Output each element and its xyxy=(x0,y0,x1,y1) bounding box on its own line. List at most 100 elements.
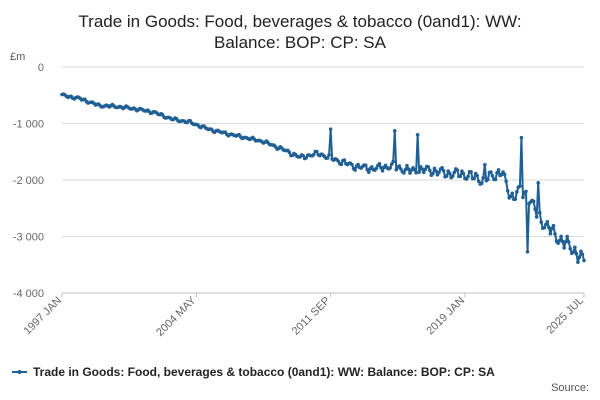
data-point xyxy=(513,197,518,201)
data-point xyxy=(493,177,498,182)
data-point xyxy=(328,127,333,131)
data-point xyxy=(452,170,457,175)
x-tick-label: 2019 JAN xyxy=(424,295,467,338)
data-point xyxy=(479,181,484,186)
data-point xyxy=(377,162,382,166)
y-tick-label: -1 000 xyxy=(13,119,44,131)
data-point xyxy=(455,168,460,172)
data-point xyxy=(574,251,579,256)
data-point xyxy=(356,162,360,167)
y-tick-label: 0 xyxy=(38,62,44,74)
data-point xyxy=(524,189,528,194)
data-point xyxy=(336,159,341,163)
data-point xyxy=(466,174,470,179)
data-point xyxy=(482,162,487,167)
data-point xyxy=(475,173,479,178)
x-tick-label: 1997 JAN xyxy=(21,295,64,338)
data-point xyxy=(568,246,573,251)
data-point xyxy=(545,220,550,224)
data-point xyxy=(534,215,539,219)
data-point xyxy=(447,171,452,176)
series-layer xyxy=(60,92,586,264)
data-point xyxy=(374,166,379,171)
data-point xyxy=(559,234,563,239)
data-point xyxy=(397,164,402,168)
data-point xyxy=(450,174,455,178)
data-point xyxy=(388,166,392,170)
data-point xyxy=(379,165,383,170)
y-axis-unit-label: £m xyxy=(10,51,25,63)
data-point xyxy=(339,162,344,167)
data-point xyxy=(577,255,582,260)
data-point xyxy=(542,225,547,230)
y-tick-label: -4 000 xyxy=(13,288,44,300)
data-point xyxy=(489,170,493,174)
data-point xyxy=(495,170,499,175)
data-point xyxy=(391,159,396,164)
data-point xyxy=(437,170,441,175)
data-point xyxy=(560,239,565,244)
data-point xyxy=(415,133,420,137)
data-point xyxy=(441,168,446,173)
x-tick-label: 2025 JUL xyxy=(544,295,586,337)
y-tick-label: -2 000 xyxy=(13,175,44,187)
data-point xyxy=(428,168,432,173)
data-point xyxy=(576,260,580,264)
data-point xyxy=(519,135,524,140)
data-point xyxy=(440,166,444,170)
data-point xyxy=(562,246,566,250)
data-point xyxy=(421,170,426,175)
data-point xyxy=(426,165,431,169)
data-point xyxy=(504,179,508,184)
data-point xyxy=(579,249,583,254)
data-point xyxy=(510,191,515,196)
data-point xyxy=(571,250,576,254)
legend-label: Trade in Goods: Food, beverages & tobacc… xyxy=(33,365,495,379)
data-point xyxy=(380,168,385,173)
data-point xyxy=(544,222,548,227)
data-point xyxy=(363,163,368,168)
data-point xyxy=(366,170,371,174)
data-point xyxy=(550,226,554,231)
legend: Trade in Goods: Food, beverages & tobacc… xyxy=(12,365,495,379)
data-point xyxy=(434,169,438,173)
data-point xyxy=(412,167,417,172)
data-point xyxy=(403,167,408,172)
data-point xyxy=(496,168,501,172)
data-point xyxy=(476,179,481,184)
data-point xyxy=(399,167,403,171)
data-point xyxy=(342,158,347,162)
data-point xyxy=(553,232,557,236)
data-point xyxy=(548,231,553,236)
y-tick-label: -3 000 xyxy=(13,232,44,244)
data-point xyxy=(431,171,435,176)
data-point xyxy=(566,240,571,244)
data-point xyxy=(414,170,418,175)
data-point xyxy=(287,150,292,155)
data-point xyxy=(551,223,556,228)
data-point xyxy=(518,184,522,189)
data-point xyxy=(486,177,490,182)
data-point xyxy=(565,234,570,239)
data-point xyxy=(370,165,374,169)
data-point xyxy=(508,194,513,199)
data-point xyxy=(556,241,560,246)
data-point xyxy=(490,173,495,178)
data-point xyxy=(406,167,411,171)
data-point xyxy=(531,199,536,204)
data-point xyxy=(469,170,473,174)
data-point xyxy=(536,181,541,185)
data-point xyxy=(458,174,463,179)
data-point xyxy=(557,238,562,243)
chart-title-line-2: Balance: BOP: CP: SA xyxy=(214,33,387,52)
data-point xyxy=(423,167,428,172)
data-point xyxy=(537,210,542,215)
data-point xyxy=(325,156,330,160)
legend-marker xyxy=(17,370,22,374)
data-point xyxy=(502,172,507,177)
data-point xyxy=(525,249,530,254)
data-point xyxy=(315,149,319,154)
source-label: Source: xyxy=(551,382,589,394)
data-point xyxy=(539,220,544,224)
